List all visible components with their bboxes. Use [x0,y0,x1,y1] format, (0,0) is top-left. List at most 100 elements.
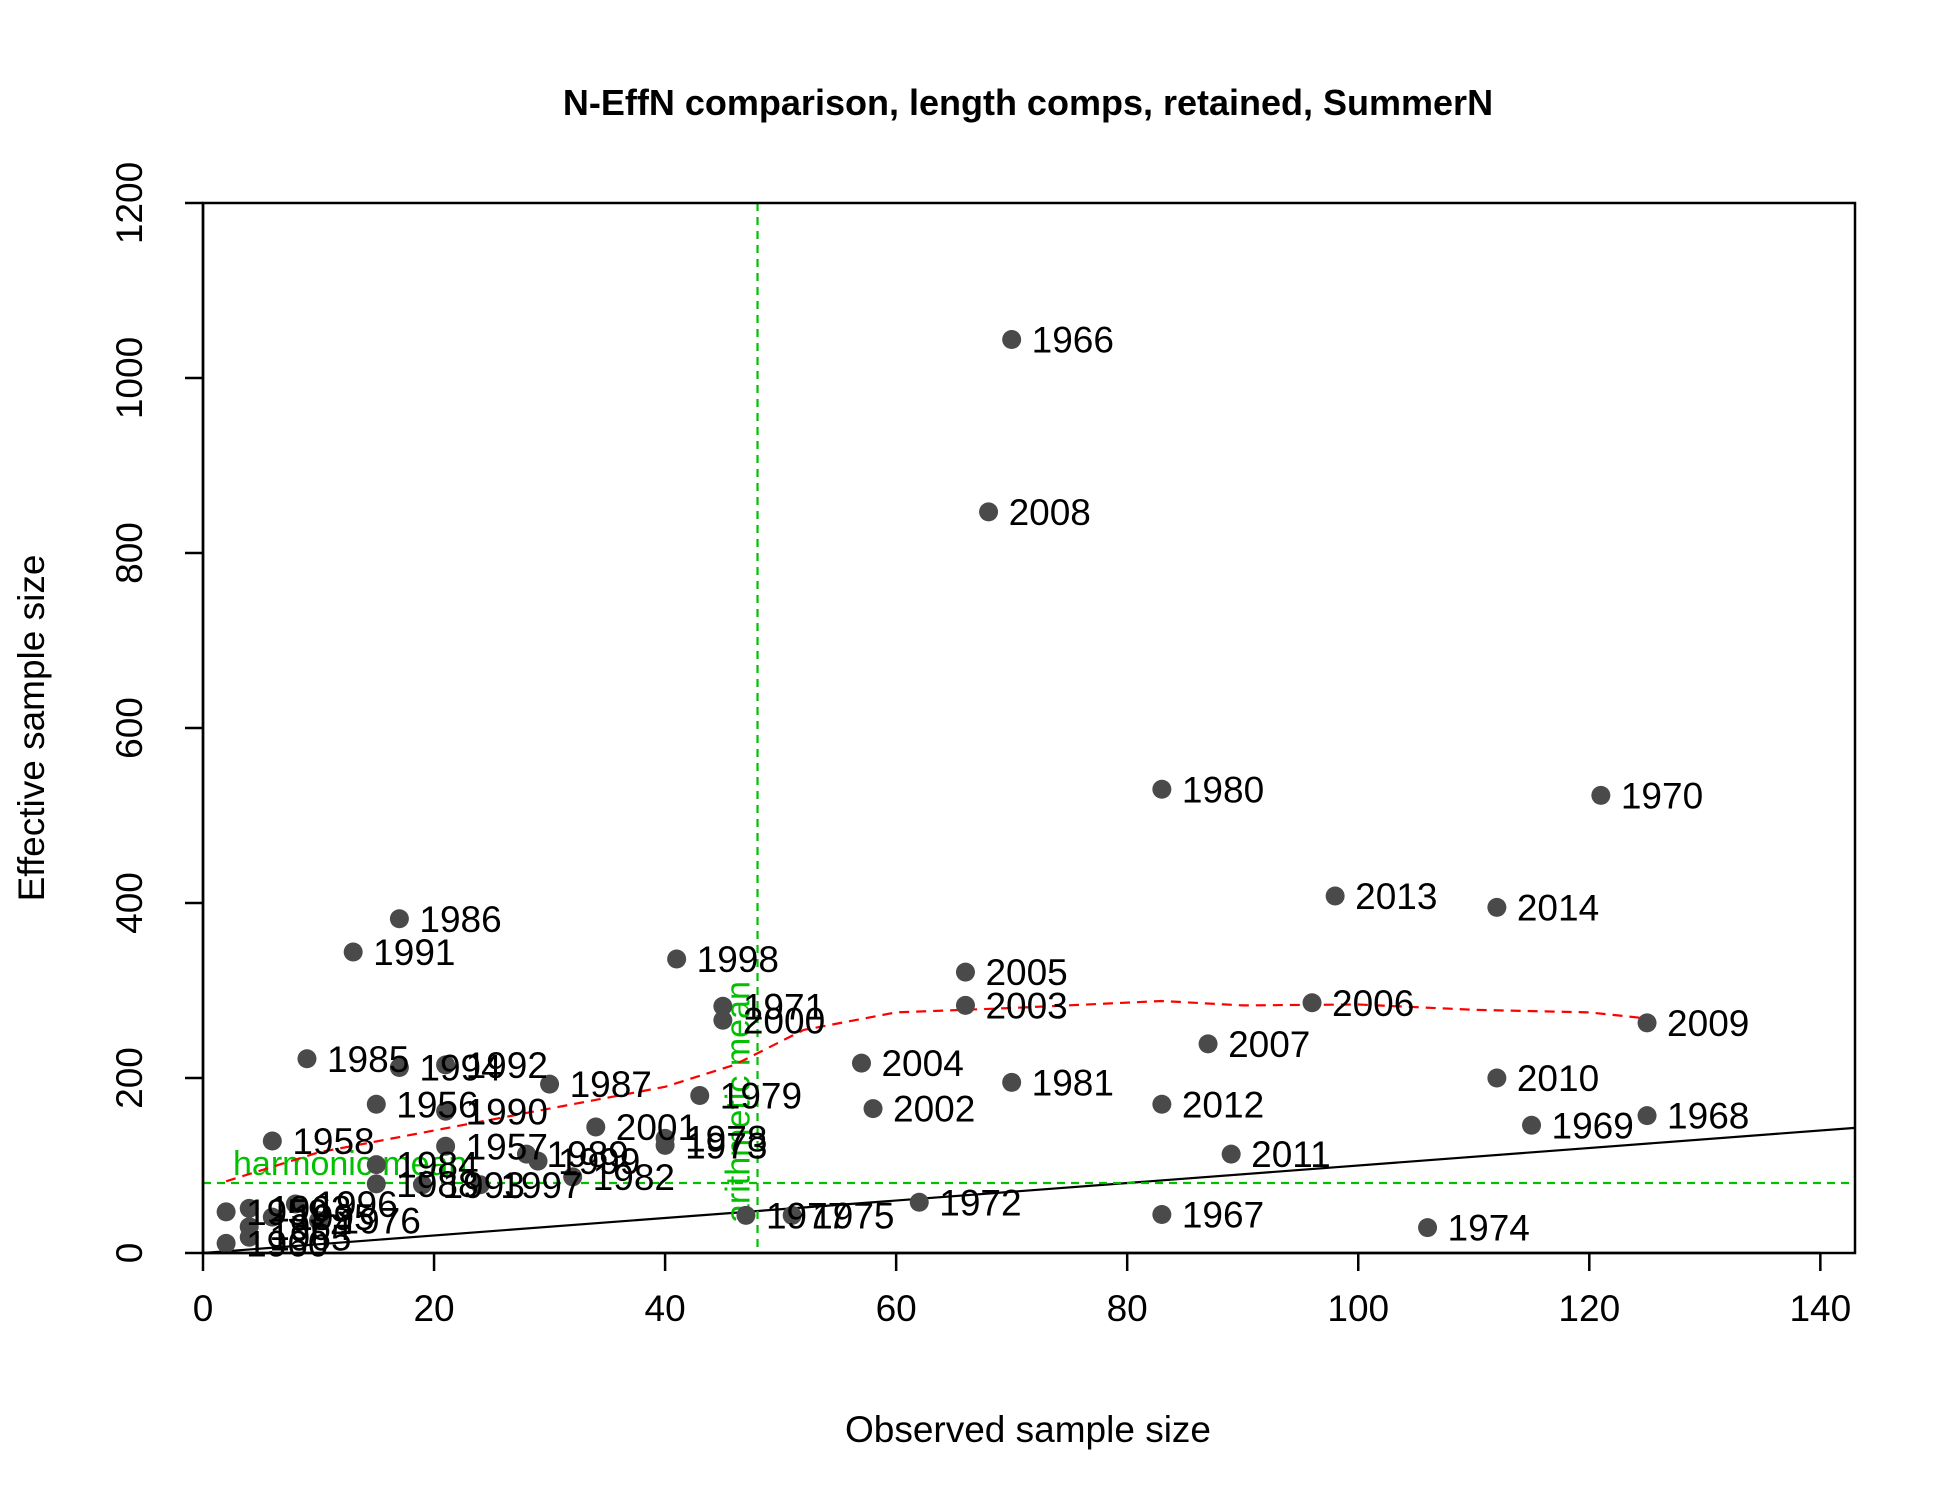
x-tick-label: 60 [876,1288,917,1329]
points-layer [216,330,1657,1253]
point-label-1957: 1957 [466,1126,548,1167]
point-label-1993: 1993 [442,1165,524,1206]
point-label-2013: 2013 [1355,876,1437,917]
point-label-1960: 1960 [246,1223,328,1264]
point-label-1978: 1978 [685,1118,767,1159]
point-label-1956: 1956 [396,1084,478,1125]
point-2006 [1302,993,1322,1013]
point-1988 [366,1174,386,1194]
point-label-2007: 2007 [1228,1024,1310,1065]
point-1968 [1637,1106,1657,1126]
point-label-1966: 1966 [1032,320,1114,361]
point-label-1974: 1974 [1448,1208,1530,1249]
point-label-1997: 1997 [500,1165,582,1206]
point-label-1968: 1968 [1667,1096,1749,1137]
y-tick-label: 400 [109,872,150,934]
point-1963 [239,1198,259,1218]
x-axis: 0 20 40 60 80 100 120 140 [193,1251,1851,1329]
point-2004 [851,1053,871,1073]
point-label-2011: 2011 [1251,1134,1331,1175]
point-1975 [782,1205,802,1225]
point-2002 [863,1099,883,1119]
point-label-1965: 1965 [269,1217,351,1258]
point-label-1958: 1958 [292,1121,374,1162]
point-1984 [366,1155,386,1175]
x-tick-label: 20 [413,1288,454,1329]
point-label-1985: 1985 [327,1039,409,1080]
y-tick-label: 1000 [109,337,150,419]
point-label-1992: 1992 [466,1045,548,1086]
point-2003 [955,995,975,1015]
point-label-1988: 1988 [396,1164,478,1205]
point-1960 [216,1233,236,1253]
point-label-2006: 2006 [1332,983,1414,1024]
y-tick-label: 0 [109,1243,150,1264]
point-label-1994: 1994 [419,1048,501,1089]
y-tick-label: 800 [109,522,150,584]
point-label-1979: 1979 [720,1076,802,1117]
point-1966 [1002,330,1022,349]
chart-title: N-EffN comparison, length comps, retaine… [563,82,1493,123]
point-label-1967: 1967 [1182,1195,1264,1236]
point-1998 [667,949,687,969]
x-tick-label: 40 [645,1288,686,1329]
point-2014 [1487,897,1507,917]
point-1974 [1418,1218,1438,1238]
point-label-1984: 1984 [396,1145,478,1186]
y-axis-label: Effective sample size [11,555,52,902]
point-2011 [1221,1144,1241,1164]
point-2012 [1152,1094,1172,1114]
harmonic-mean-label: harmonic mean [233,1145,467,1183]
point-2008 [979,502,999,522]
point-1979 [690,1086,710,1105]
point-label-2014: 2014 [1517,887,1599,928]
point-label-2003: 2003 [985,985,1067,1026]
point-label-2002: 2002 [893,1089,975,1130]
point-1991 [343,942,363,962]
x-tick-label: 140 [1789,1288,1851,1329]
point-label-1969: 1969 [1552,1105,1634,1146]
point-2005 [955,962,975,982]
point-label-1971: 1971 [743,986,825,1027]
point-1971 [713,996,733,1016]
point-label-1991: 1991 [373,932,455,973]
point-1990 [436,1101,456,1121]
point-1992 [436,1055,456,1075]
y-tick-label: 1200 [109,162,150,244]
y-tick-label: 200 [109,1047,150,1109]
point-label-2009: 2009 [1667,1003,1749,1044]
point-label-1998: 1998 [697,939,779,980]
point-1999 [528,1151,548,1171]
y-tick-label: 600 [109,697,150,759]
point-label-2008: 2008 [1009,492,1091,533]
point-label-1976: 1976 [339,1201,421,1242]
smoother-layer [225,999,1648,1183]
point-1995 [262,1207,282,1227]
point-label-2005: 2005 [985,952,1067,993]
x-tick-label: 0 [193,1288,214,1329]
point-label-2001: 2001 [616,1107,698,1148]
point-1982 [563,1167,583,1187]
x-tick-label: 100 [1327,1288,1389,1329]
point-label-1995: 1995 [292,1197,374,1238]
point-1987 [540,1074,560,1094]
point-label-1999: 1999 [558,1141,640,1182]
point-1981 [1002,1072,1022,1092]
point-1996 [285,1194,305,1214]
reference-lines: harmonic mean arithmetic mean [202,203,1856,1255]
point-1994 [389,1058,409,1077]
point-1986 [389,909,409,929]
point-1972 [909,1192,929,1212]
point-1965 [239,1227,259,1247]
point-1993 [412,1175,432,1195]
point-label-1980: 1980 [1182,769,1264,810]
point-1985 [297,1049,317,1069]
point-1973 [655,1135,675,1155]
point-1957 [436,1136,456,1156]
point-1970 [1591,785,1611,805]
point-label-1964: 1964 [269,1207,351,1248]
point-label-1972: 1972 [939,1182,1021,1223]
point-1976 [309,1211,329,1231]
